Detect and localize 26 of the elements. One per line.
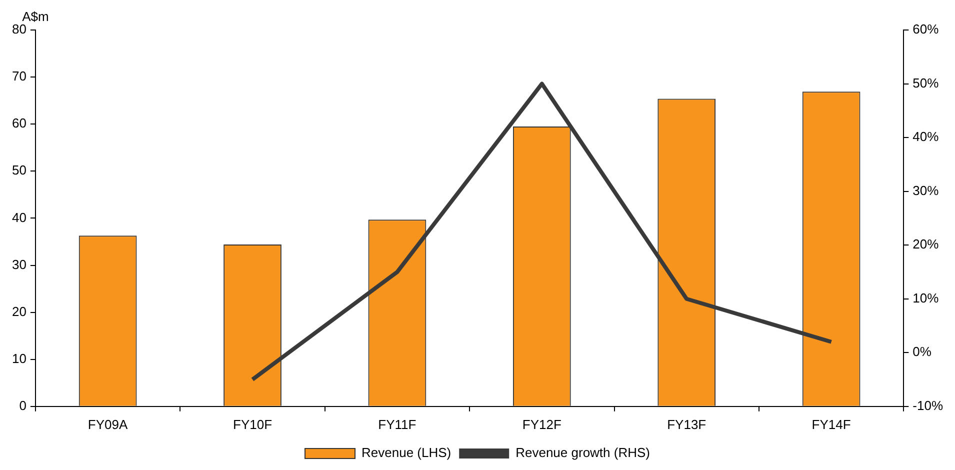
y2-tick-label: 10% [912, 290, 940, 306]
x-tick-label: FY13F [667, 416, 706, 432]
x-tick-label: FY12F [522, 416, 562, 432]
x-tick-label: FY14F [812, 416, 851, 432]
x-tick-label: FY09A [88, 416, 128, 432]
x-tick-label: FY11F [378, 416, 416, 432]
y2-tick-label: 20% [912, 236, 940, 252]
y-tick-label: 70 [12, 68, 26, 84]
legend-label: Revenue growth (RHS) [516, 445, 650, 460]
y-tick-label: 30 [12, 256, 26, 272]
y-tick-label: 0 [19, 398, 26, 413]
y2-tick-label: 60% [912, 22, 940, 37]
y-tick-label: 50 [12, 162, 26, 178]
y2-tick-label: 40% [912, 129, 940, 144]
y-tick-label: 40 [12, 210, 26, 225]
y2-tick-label: -10% [912, 398, 944, 413]
y2-tick-label: 0% [912, 344, 932, 360]
y-axis-title: A$m [22, 9, 49, 24]
legend-label: Revenue (LHS) [362, 445, 452, 460]
y-tick-label: 10 [12, 350, 26, 366]
y2-tick-label: 30% [912, 182, 940, 198]
y-tick-label: 60 [12, 116, 26, 131]
y-tick-label: 20 [12, 304, 26, 319]
y-tick-label: 80 [12, 22, 26, 37]
y2-tick-label: 50% [912, 75, 940, 90]
x-tick-label: FY10F [233, 416, 272, 432]
